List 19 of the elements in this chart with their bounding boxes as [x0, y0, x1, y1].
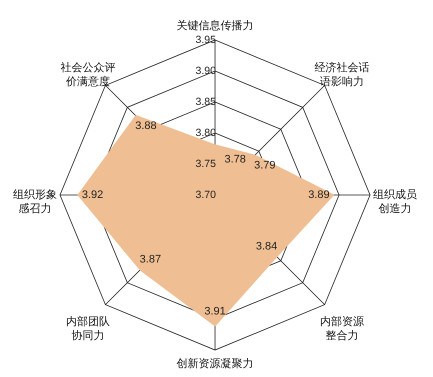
data-label: 3.78: [224, 153, 246, 166]
data-label: 3.89: [308, 189, 330, 202]
spoke-label: 经济社会话语影响力: [314, 60, 370, 88]
spoke-label: 内部资源整合力: [320, 315, 364, 342]
spoke-label: 创新资源凝聚力: [176, 356, 254, 370]
data-label: 3.79: [254, 159, 276, 172]
spoke-label: 组织形象感召力: [13, 189, 58, 216]
y-tick-label: 3.75: [196, 158, 216, 170]
spoke-label: 组织成员创造力: [372, 188, 417, 216]
data-label: 3.91: [204, 305, 226, 318]
data-label: 3.88: [135, 120, 157, 132]
spoke-label: 关键信息传播力: [176, 19, 254, 32]
data-label: 3.92: [82, 189, 104, 202]
y-tick-label: 3.95: [196, 34, 216, 46]
y-tick-label: 3.70: [196, 189, 216, 202]
spoke-label: 社会公众评价满意度: [60, 60, 116, 88]
spoke-label: 内部团队协同力: [66, 315, 110, 342]
data-label: 3.84: [256, 240, 278, 253]
data-label: 3.87: [140, 254, 162, 266]
